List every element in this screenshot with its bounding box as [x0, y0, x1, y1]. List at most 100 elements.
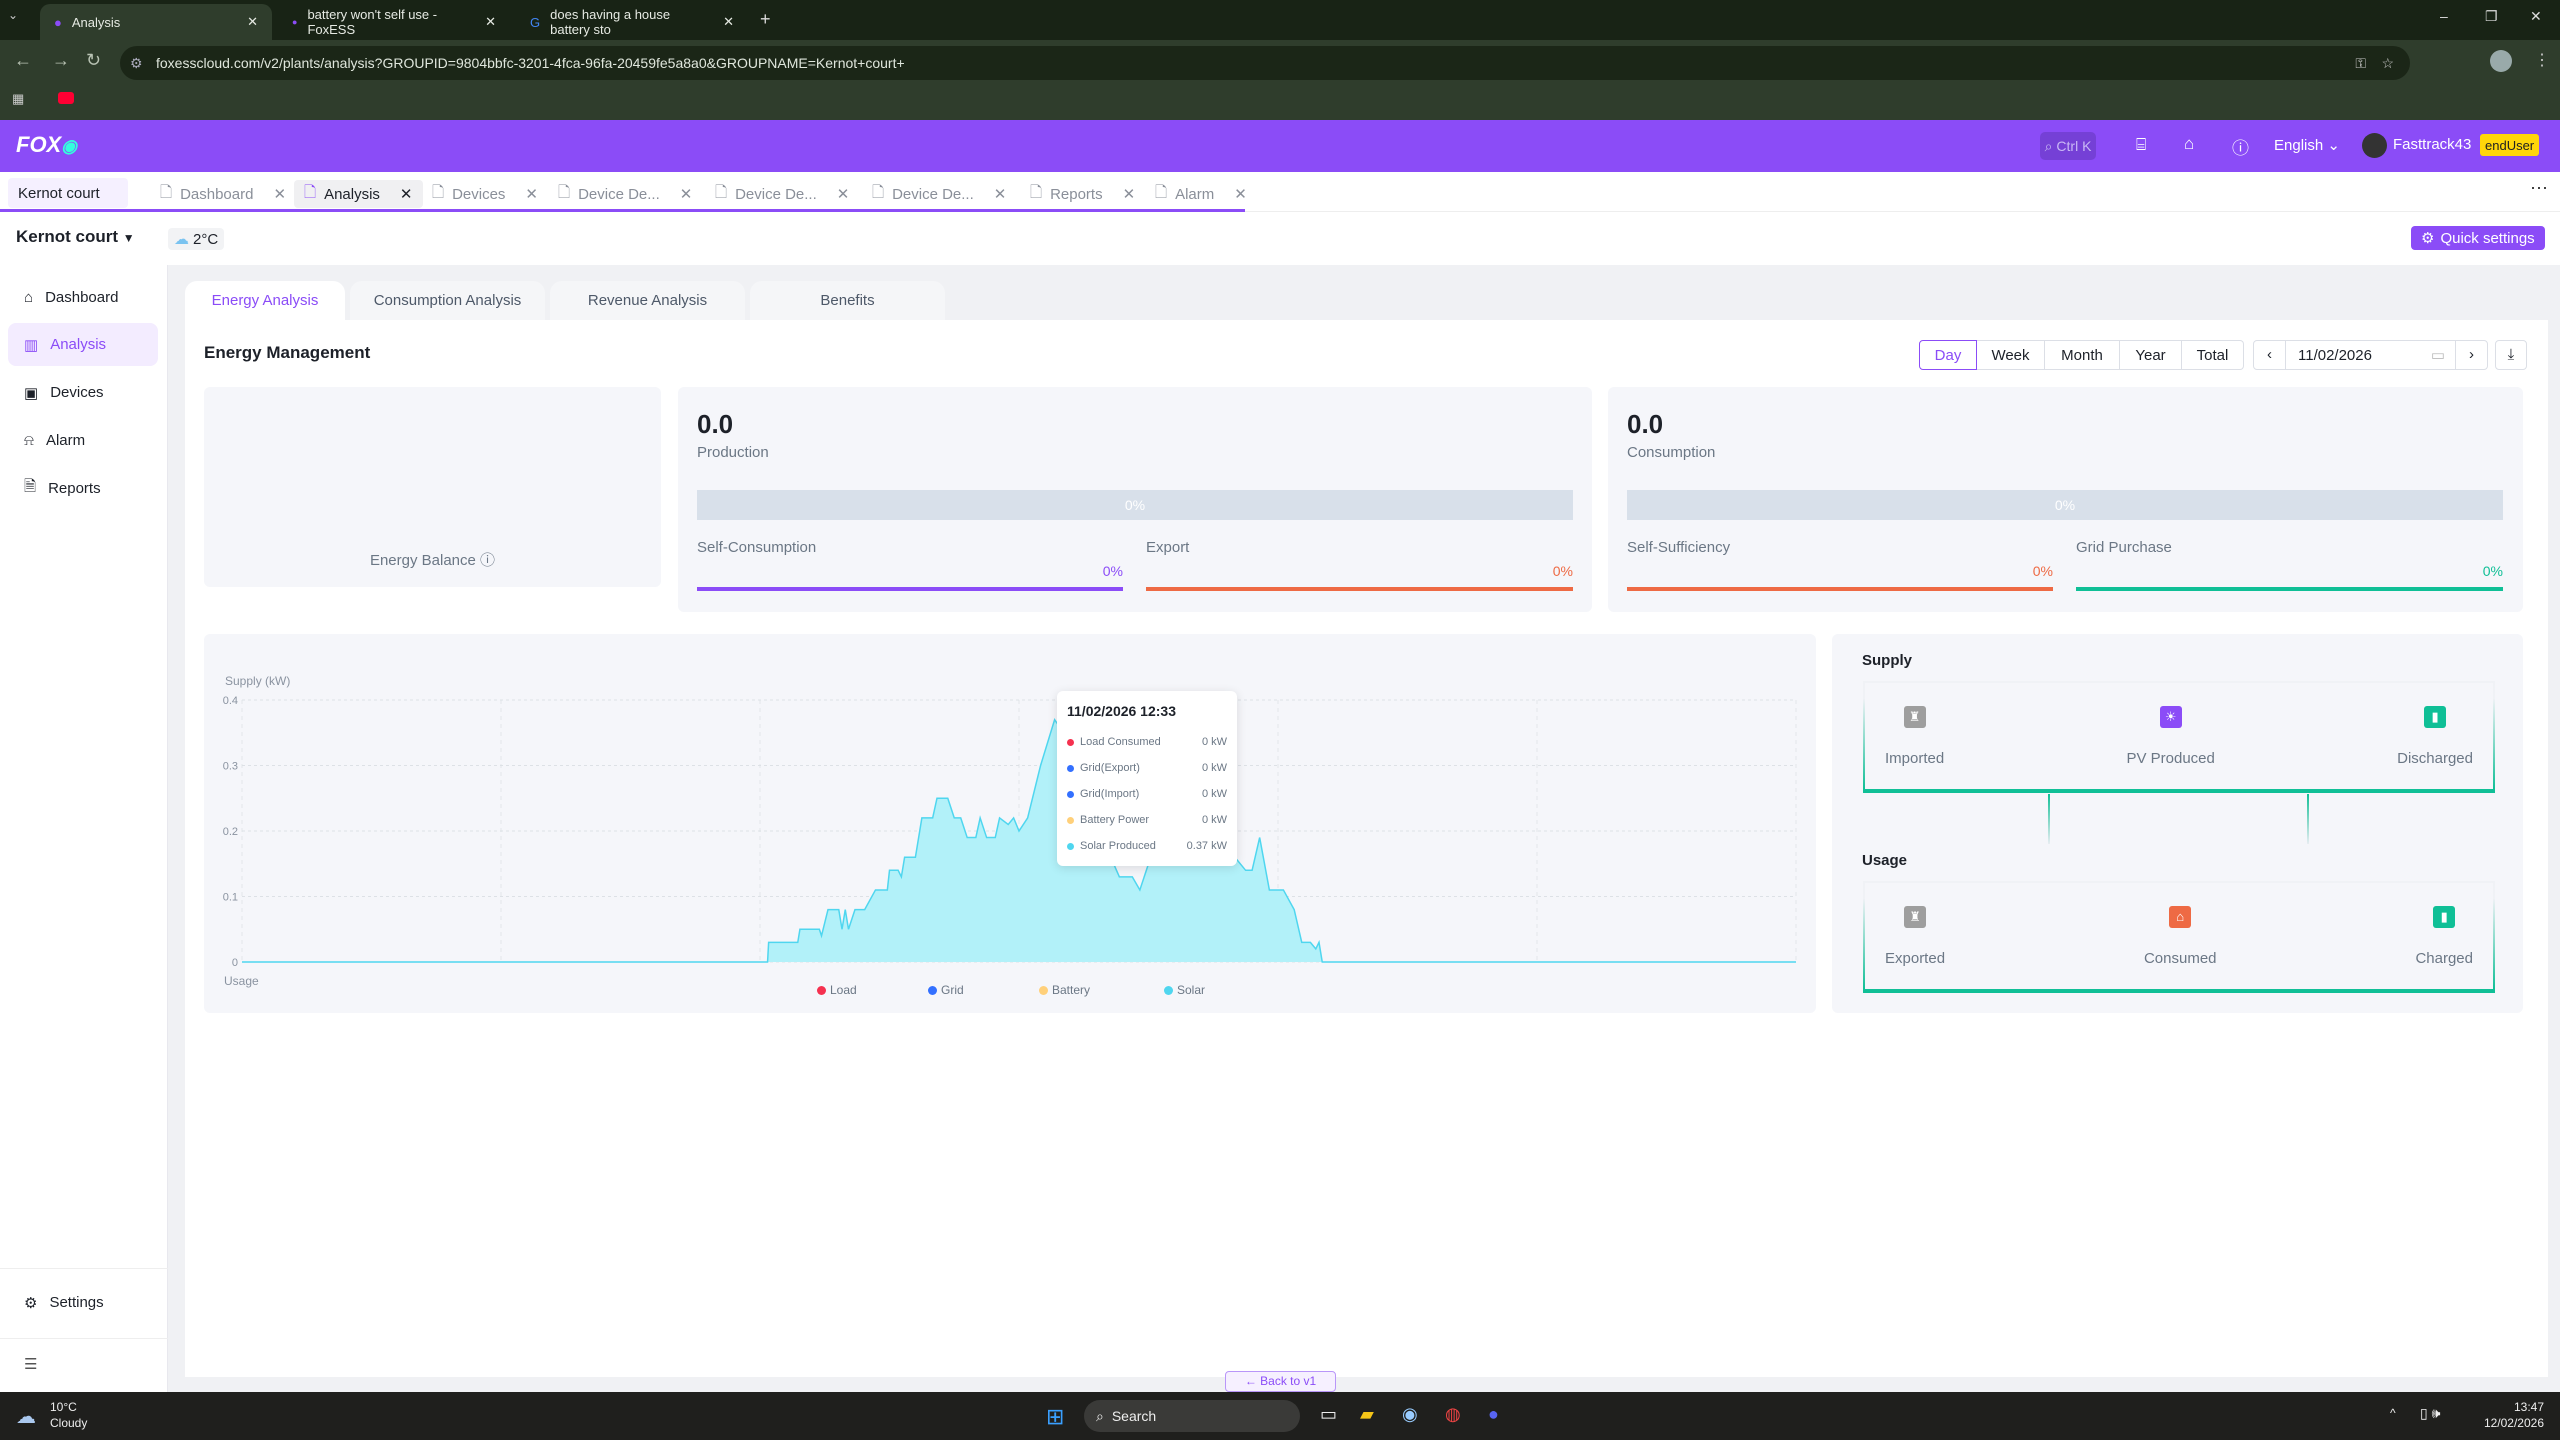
close-tab-icon[interactable]: ✕: [247, 14, 258, 29]
sidebar-item-settings[interactable]: ⚙ Settings: [8, 1281, 158, 1324]
clock-date[interactable]: 12/02/2026: [2483, 1416, 2544, 1430]
close-window-button[interactable]: ✕: [2530, 8, 2542, 24]
windows-start-icon[interactable]: ⊞: [1046, 1404, 1065, 1429]
close-tab-icon[interactable]: ✕: [723, 14, 734, 29]
self-consumption-bar: [697, 587, 1123, 591]
minimize-button[interactable]: –: [2440, 8, 2448, 24]
role-badge: endUser: [2480, 134, 2540, 156]
back-to-v1-button[interactable]: ← Back to v1: [1225, 1371, 1336, 1392]
profile-avatar[interactable]: [2490, 50, 2512, 72]
sidebar-item-analysis[interactable]: ▥ Analysis: [8, 323, 158, 366]
tab-search-icon[interactable]: ⌄: [8, 8, 19, 22]
taskbar-search[interactable]: ⌕ Search: [1084, 1400, 1300, 1432]
close-icon[interactable]: ✕: [679, 186, 693, 203]
discord-icon[interactable]: ●: [1488, 1404, 1499, 1424]
more-tabs-icon[interactable]: ⋯: [2530, 178, 2548, 198]
sidebar-item-devices[interactable]: ▣ Devices: [8, 371, 158, 414]
close-icon[interactable]: ✕: [1122, 186, 1136, 203]
sidebar-item-reports[interactable]: 🗎 Reports: [8, 467, 158, 510]
google-favicon-icon: G: [530, 14, 541, 30]
page-tab-device-detail-1[interactable]: 🗋 Device De... ✕: [548, 180, 702, 208]
page-tab-device-detail-2[interactable]: 🗋 Device De... ✕: [705, 180, 859, 208]
page-tab-reports[interactable]: 🗋 Reports ✕: [1020, 180, 1145, 208]
close-icon[interactable]: ✕: [525, 186, 538, 203]
help-circle-icon[interactable]: ⓘ: [480, 552, 496, 569]
period-total-button[interactable]: Total: [2182, 340, 2244, 370]
date-input[interactable]: 11/02/2026: [2298, 346, 2372, 364]
browser-tab-analysis[interactable]: ● Analysis ✕: [40, 4, 272, 40]
tooltip-value: 0.37 kW: [1186, 840, 1227, 852]
close-icon[interactable]: ✕: [836, 186, 850, 203]
help-icon[interactable]: ⓘ: [2232, 139, 2249, 158]
back-icon[interactable]: ←: [14, 50, 32, 70]
file-explorer-icon[interactable]: ▰: [1360, 1404, 1374, 1424]
page-tab-analysis[interactable]: 🗋 Analysis ✕: [294, 180, 423, 208]
period-year-button[interactable]: Year: [2120, 340, 2182, 370]
period-week-button[interactable]: Week: [1977, 340, 2045, 370]
new-tab-button[interactable]: +: [760, 9, 771, 29]
page-tab-devices[interactable]: 🗋 Devices ✕: [422, 180, 548, 208]
power-chart[interactable]: 0 0.1 0.2 0.3 0.4: [204, 634, 1816, 1013]
clock-time[interactable]: 13:47: [2513, 1400, 2544, 1414]
legend-item-battery[interactable]: Battery: [1039, 983, 1090, 997]
calendar-icon[interactable]: ▭: [2430, 347, 2445, 364]
close-tab-icon[interactable]: ✕: [485, 14, 496, 29]
close-icon[interactable]: ✕: [399, 186, 413, 203]
tab-revenue-analysis[interactable]: Revenue Analysis: [550, 281, 745, 320]
production-value: 0.0: [697, 409, 734, 439]
search-button[interactable]: ⌕ Ctrl K: [2040, 132, 2096, 160]
section-title: Energy Management: [204, 343, 371, 362]
network-volume-icon[interactable]: ▯ 🕪: [2420, 1405, 2441, 1421]
youtube-bookmark-icon[interactable]: [58, 92, 74, 104]
tab-label: Revenue Analysis: [587, 292, 708, 309]
apps-grid-icon[interactable]: ▦: [12, 91, 25, 106]
foxess-logo[interactable]: FOX◉: [16, 132, 77, 157]
page-tab-plant[interactable]: Kernot court: [8, 178, 128, 208]
chart-tooltip: 11/02/2026 12:33 Load Consumed 0 kW Grid(E…: [1057, 691, 1237, 866]
legend-item-load[interactable]: Load: [817, 983, 857, 997]
sidebar-item-dashboard[interactable]: ⌂ Dashboard: [8, 276, 158, 319]
page-tab-alarm[interactable]: 🗋 Alarm ✕: [1145, 180, 1257, 208]
username[interactable]: Fasttrack43: [2393, 136, 2472, 153]
close-icon[interactable]: ✕: [993, 186, 1007, 203]
tab-energy-analysis[interactable]: Energy Analysis: [185, 281, 345, 320]
sidebar-item-alarm[interactable]: ⍾ Alarm: [8, 419, 158, 462]
close-icon[interactable]: ✕: [1234, 186, 1247, 203]
browser-tab-google[interactable]: G does having a house battery sto ✕: [516, 4, 748, 40]
bookmark-star-icon[interactable]: ☆: [2381, 54, 2394, 71]
download-button[interactable]: ⤓: [2495, 340, 2527, 370]
chrome-icon[interactable]: ◍: [1445, 1404, 1461, 1424]
user-avatar[interactable]: [2362, 133, 2387, 158]
page-tab-dashboard[interactable]: 🗋 Dashboard ✕: [150, 180, 296, 208]
legend-item-grid[interactable]: Grid: [928, 983, 964, 997]
site-info-icon[interactable]: ⚙: [130, 54, 143, 71]
tab-label: Consumption Analysis: [373, 292, 522, 309]
browser-tab-foxess-forum[interactable]: ● battery won't self use - FoxESS ✕: [278, 4, 510, 40]
language-selector[interactable]: English ⌄: [2274, 136, 2340, 154]
password-key-icon[interactable]: ⚿: [2355, 54, 2366, 71]
tray-chevron-icon[interactable]: ^: [2390, 1406, 2396, 1420]
weather-cloud-icon[interactable]: ☁: [16, 1406, 36, 1428]
reload-icon[interactable]: ↻: [86, 50, 102, 70]
quick-settings-button[interactable]: ⚙ Quick settings: [2411, 226, 2545, 250]
address-bar[interactable]: ⚙ foxesscloud.com/v2/plants/analysis?GRO…: [120, 46, 2410, 80]
presentation-icon[interactable]: ⌸: [2136, 135, 2147, 154]
period-day-button[interactable]: Day: [1919, 340, 1977, 370]
period-month-button[interactable]: Month: [2045, 340, 2120, 370]
next-date-icon[interactable]: ›: [2455, 341, 2487, 369]
flow-label: Imported: [1885, 749, 1945, 767]
page-tab-device-detail-3[interactable]: 🗋 Device De... ✕: [862, 180, 1016, 208]
tab-benefits[interactable]: Benefits: [750, 281, 945, 320]
legend-item-solar[interactable]: Solar: [1164, 983, 1205, 997]
close-icon[interactable]: ✕: [273, 186, 287, 203]
restore-button[interactable]: ❐: [2485, 8, 2498, 24]
home-upload-icon[interactable]: ⌂: [2184, 134, 2195, 153]
steam-icon[interactable]: ◉: [1402, 1404, 1418, 1424]
forward-icon[interactable]: →: [52, 50, 70, 70]
prev-date-icon[interactable]: ‹: [2254, 341, 2286, 369]
plant-selector[interactable]: Kernot court ▼: [16, 227, 135, 247]
tab-consumption-analysis[interactable]: Consumption Analysis: [350, 281, 545, 320]
browser-menu-icon[interactable]: ⋮: [2534, 52, 2550, 69]
collapse-menu-icon[interactable]: ☰: [24, 1356, 38, 1373]
task-view-icon[interactable]: ▭: [1320, 1404, 1338, 1424]
